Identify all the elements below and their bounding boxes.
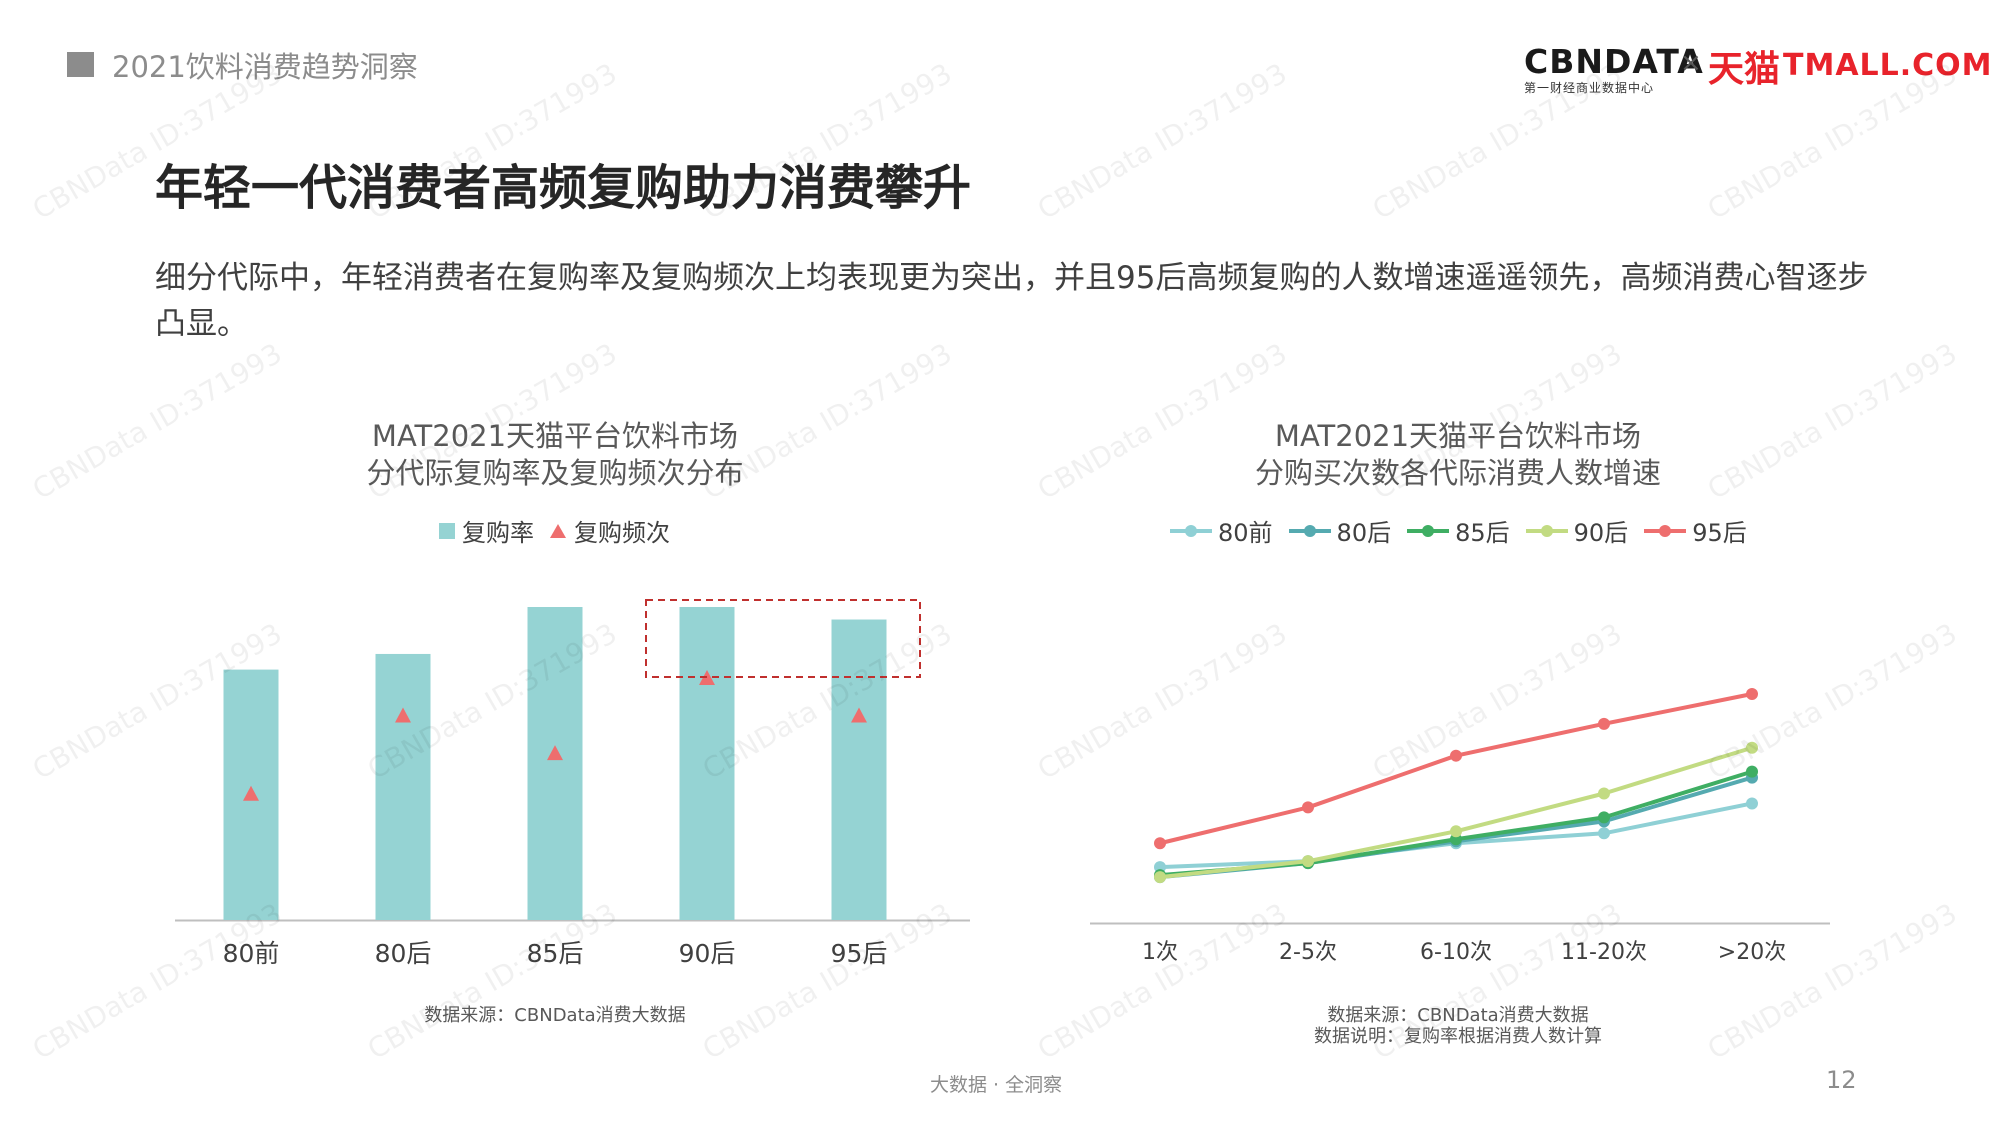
bar-chart-title: MAT2021天猫平台饮料市场 分代际复购率及复购频次分布 [330,418,780,492]
line-legend-item: 85后 [1405,513,1510,548]
repurchase-frequency-marker [243,785,259,801]
line-chart-source: 数据来源：CBNData消费大数据 数据说明：复购率根据消费人数计算 [1233,1005,1683,1047]
repurchase-frequency-marker [395,707,411,723]
watermark-text: CBNData ID:371993 [27,337,287,506]
repurchase-rate-bar [527,607,583,920]
line-legend-item: 80前 [1168,513,1273,548]
header-marker [67,52,94,77]
series-point [1302,801,1314,814]
series-point [1154,871,1166,884]
bar-chart-title-line2: 分代际复购率及复购频次分布 [366,456,744,490]
page-number: 12 [1826,1066,1857,1094]
watermark-text: CBNData ID:371993 [1702,337,1962,506]
line-legend-marker-icon [1525,524,1568,537]
line-legend-item: 90后 [1524,513,1629,548]
series-point [1302,855,1314,868]
line-category-label: 11-20次 [1561,940,1647,965]
series-point [1450,825,1462,838]
line-legend-marker-icon [1288,524,1331,537]
cbndata-logo: CBNDATA [1524,42,1704,81]
legend-item-repurchase-rate: 复购率 [438,513,534,548]
page-description: 细分代际中，年轻消费者在复购率及复购频次上均表现更为突出，并且95后高频复购的人… [155,260,1869,342]
line-chart-title-line1: MAT2021天猫平台饮料市场 [1274,419,1642,453]
series-point [1746,765,1758,778]
series-point [1450,749,1462,762]
bar-chart-title-line1: MAT2021天猫平台饮料市场 [371,419,739,453]
bar-category-label: 80前 [223,939,280,968]
line-chart-source-line1: 数据来源：CBNData消费大数据 [1327,1005,1589,1026]
series-point [1598,787,1610,800]
bar-category-label: 85后 [527,939,584,968]
series-point [1746,688,1758,700]
line-chart-legend: 80前 80后 85后 90后 95后 [1168,513,1761,548]
series-line [1159,745,1753,880]
line-chart-source-line2: 数据说明：复购率根据消费人数计算 [1314,1026,1602,1047]
line-chart: 1次 2-5次 6-10次 11-20次 >20次 [1090,688,1830,965]
series-point [1598,811,1610,824]
bar-category-label: 95后 [831,939,888,968]
line-legend-marker-icon [1407,524,1450,537]
series-point [1746,797,1758,810]
line-legend-label: 95后 [1692,519,1747,547]
tmall-logo-en: TMALL.COM [1783,48,1993,83]
page-title: 年轻一代消费者高频复购助力消费攀升 [155,160,972,216]
legend-label-repurchase-rate: 复购率 [462,519,534,547]
line-legend-label: 80前 [1218,519,1273,547]
footer-tagline: 大数据 · 全洞察 [930,1074,1063,1096]
legend-label-repurchase-frequency: 复购频次 [574,519,670,547]
series-point [1154,837,1166,850]
triangle-legend-icon [550,523,566,538]
line-legend-item: 95后 [1642,513,1747,548]
highlight-box [645,599,921,678]
line-category-label: 1次 [1142,940,1178,965]
bar-chart: 80前 80后 85后 90后 95后 [175,599,970,968]
logo-separator: × [1680,48,1702,78]
tmall-logo-cn: 天猫 [1708,49,1781,90]
line-category-label: 2-5次 [1279,940,1337,965]
line-legend-marker-icon [1644,524,1687,537]
line-chart-title: MAT2021天猫平台饮料市场 分购买次数各代际消费人数增速 [1233,418,1683,492]
repurchase-rate-bar [679,607,735,920]
legend-item-repurchase-frequency: 复购频次 [548,513,670,548]
line-legend-label: 85后 [1455,519,1510,547]
line-chart-title-line2: 分购买次数各代际消费人数增速 [1254,456,1661,490]
repurchase-frequency-marker [851,707,867,723]
series-point [1598,827,1610,840]
cbndata-logo-subtitle: 第一财经商业数据中心 [1524,81,1655,95]
line-legend-marker-icon [1170,524,1212,537]
line-legend-label: 90后 [1573,519,1629,547]
watermark-text: CBNData ID:371993 [1032,57,1292,226]
bar-category-label: 80后 [375,939,432,968]
repurchase-rate-bar [375,653,431,920]
bar-chart-legend: 复购率 复购频次 [438,513,684,548]
repurchase-rate-bar [831,619,887,920]
section-label: 2021饮料消费趋势洞察 [112,50,418,84]
bar-chart-source: 数据来源：CBNData消费大数据 [424,1005,686,1026]
line-legend-label: 80后 [1336,519,1392,547]
bar-legend-swatch [439,522,455,539]
repurchase-frequency-marker [547,745,563,761]
line-category-label: >20次 [1718,940,1786,965]
series-point [1746,741,1758,754]
line-category-label: 6-10次 [1420,940,1492,965]
bar-category-label: 90后 [679,939,736,968]
series-point [1598,717,1610,730]
line-legend-item: 80后 [1287,513,1392,548]
